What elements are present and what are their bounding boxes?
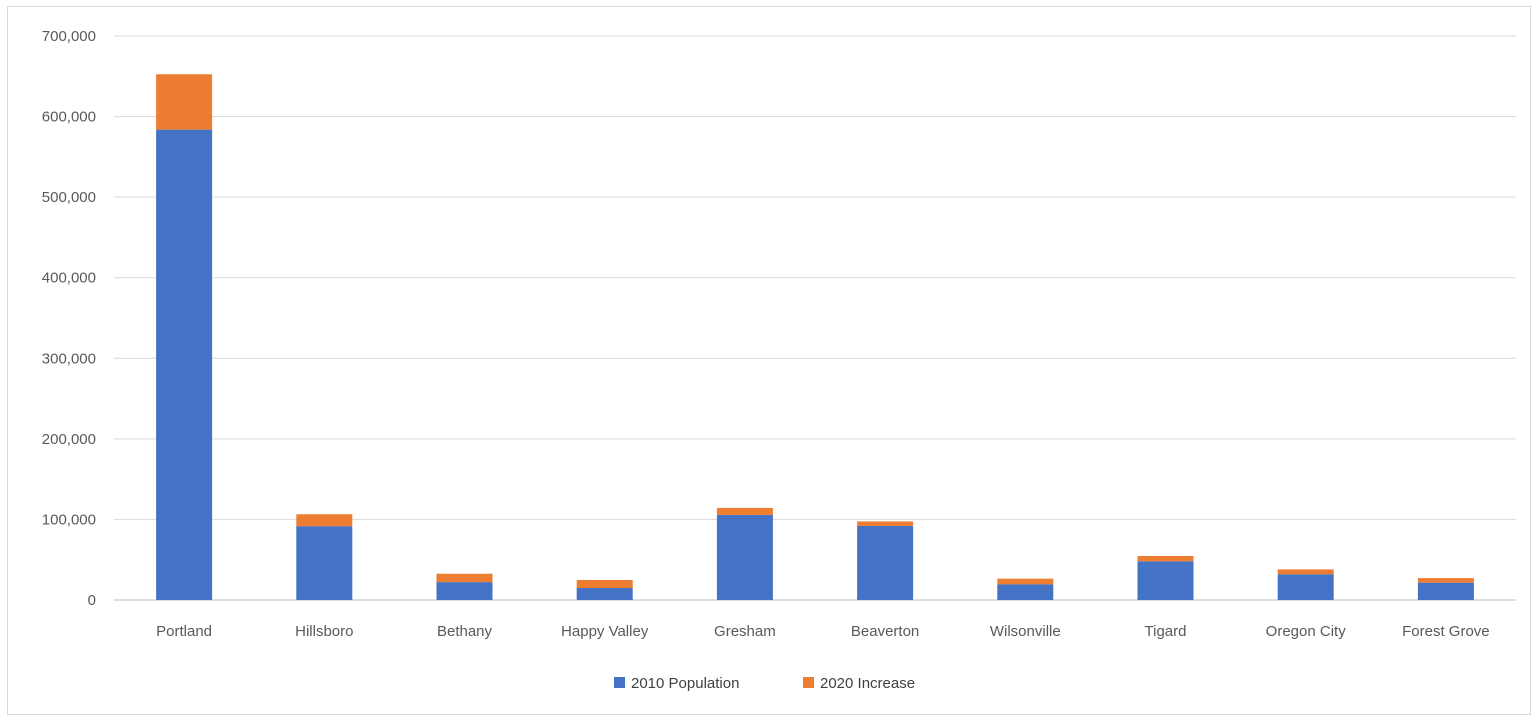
bar-2010-population xyxy=(1277,574,1334,600)
bar-2020-increase xyxy=(156,74,213,130)
bar-2020-increase xyxy=(1137,556,1194,562)
x-tick-label: Hillsboro xyxy=(295,623,353,640)
bar-2020-increase xyxy=(1277,569,1334,575)
y-tick-label: 500,000 xyxy=(42,189,96,206)
bar-2010-population xyxy=(997,584,1054,600)
y-tick-label: 300,000 xyxy=(42,350,96,367)
legend-swatch xyxy=(803,677,814,688)
legend: 2010 Population 2020 Increase xyxy=(614,675,915,692)
x-tick-label: Forest Grove xyxy=(1402,623,1490,640)
bar-2010-population xyxy=(857,525,914,600)
bar-2010-population xyxy=(436,582,493,600)
bar-2020-increase xyxy=(1417,578,1474,583)
y-tick-label: 200,000 xyxy=(42,431,96,448)
bar-2020-increase xyxy=(716,507,773,515)
legend-label: 2010 Population xyxy=(631,675,739,692)
legend-swatch xyxy=(614,677,625,688)
y-tick-label: 600,000 xyxy=(42,109,96,126)
x-tick-label: Tigard xyxy=(1145,623,1187,640)
x-tick-label: Wilsonville xyxy=(990,623,1061,640)
y-tick-label: 400,000 xyxy=(42,270,96,287)
x-tick-label: Bethany xyxy=(437,623,493,640)
bar-2010-population xyxy=(1137,561,1194,600)
bar-2010-population xyxy=(296,526,353,600)
y-tick-label: 100,000 xyxy=(42,511,96,528)
bar-2010-population xyxy=(716,514,773,600)
legend-label: 2020 Increase xyxy=(820,675,915,692)
x-tick-label: Happy Valley xyxy=(561,623,649,640)
bar-2020-increase xyxy=(436,573,493,583)
bar-2010-population xyxy=(1417,582,1474,600)
x-tick-label: Oregon City xyxy=(1266,623,1347,640)
y-tick-label: 0 xyxy=(88,592,96,609)
x-tick-label: Gresham xyxy=(714,623,776,640)
bar-2020-increase xyxy=(857,521,914,526)
x-tick-label: Beaverton xyxy=(851,623,919,640)
bar-2010-population xyxy=(576,587,633,600)
x-axis-tick-labels: Portland Hillsboro Bethany Happy Valley Gres… xyxy=(156,623,1490,640)
bar-2020-increase xyxy=(296,514,353,527)
bar-2020-increase xyxy=(576,580,633,588)
y-tick-label: 700,000 xyxy=(42,28,96,45)
x-tick-label: Portland xyxy=(156,623,212,640)
bar-2020-increase xyxy=(997,578,1054,585)
y-axis-tick-labels: 0 100,000 200,000 300,000 400,000 500,000 600,… xyxy=(42,28,96,609)
bars xyxy=(156,74,1474,600)
bar-2010-population xyxy=(156,129,213,600)
